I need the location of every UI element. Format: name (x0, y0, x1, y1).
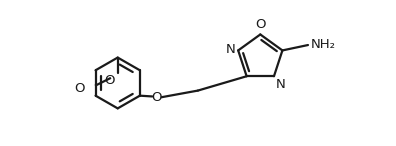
Text: O: O (152, 91, 162, 104)
Text: N: N (276, 78, 285, 91)
Text: O: O (255, 18, 266, 31)
Text: O: O (75, 82, 85, 95)
Text: N: N (226, 43, 236, 56)
Text: NH₂: NH₂ (310, 38, 335, 51)
Text: O: O (105, 74, 115, 87)
